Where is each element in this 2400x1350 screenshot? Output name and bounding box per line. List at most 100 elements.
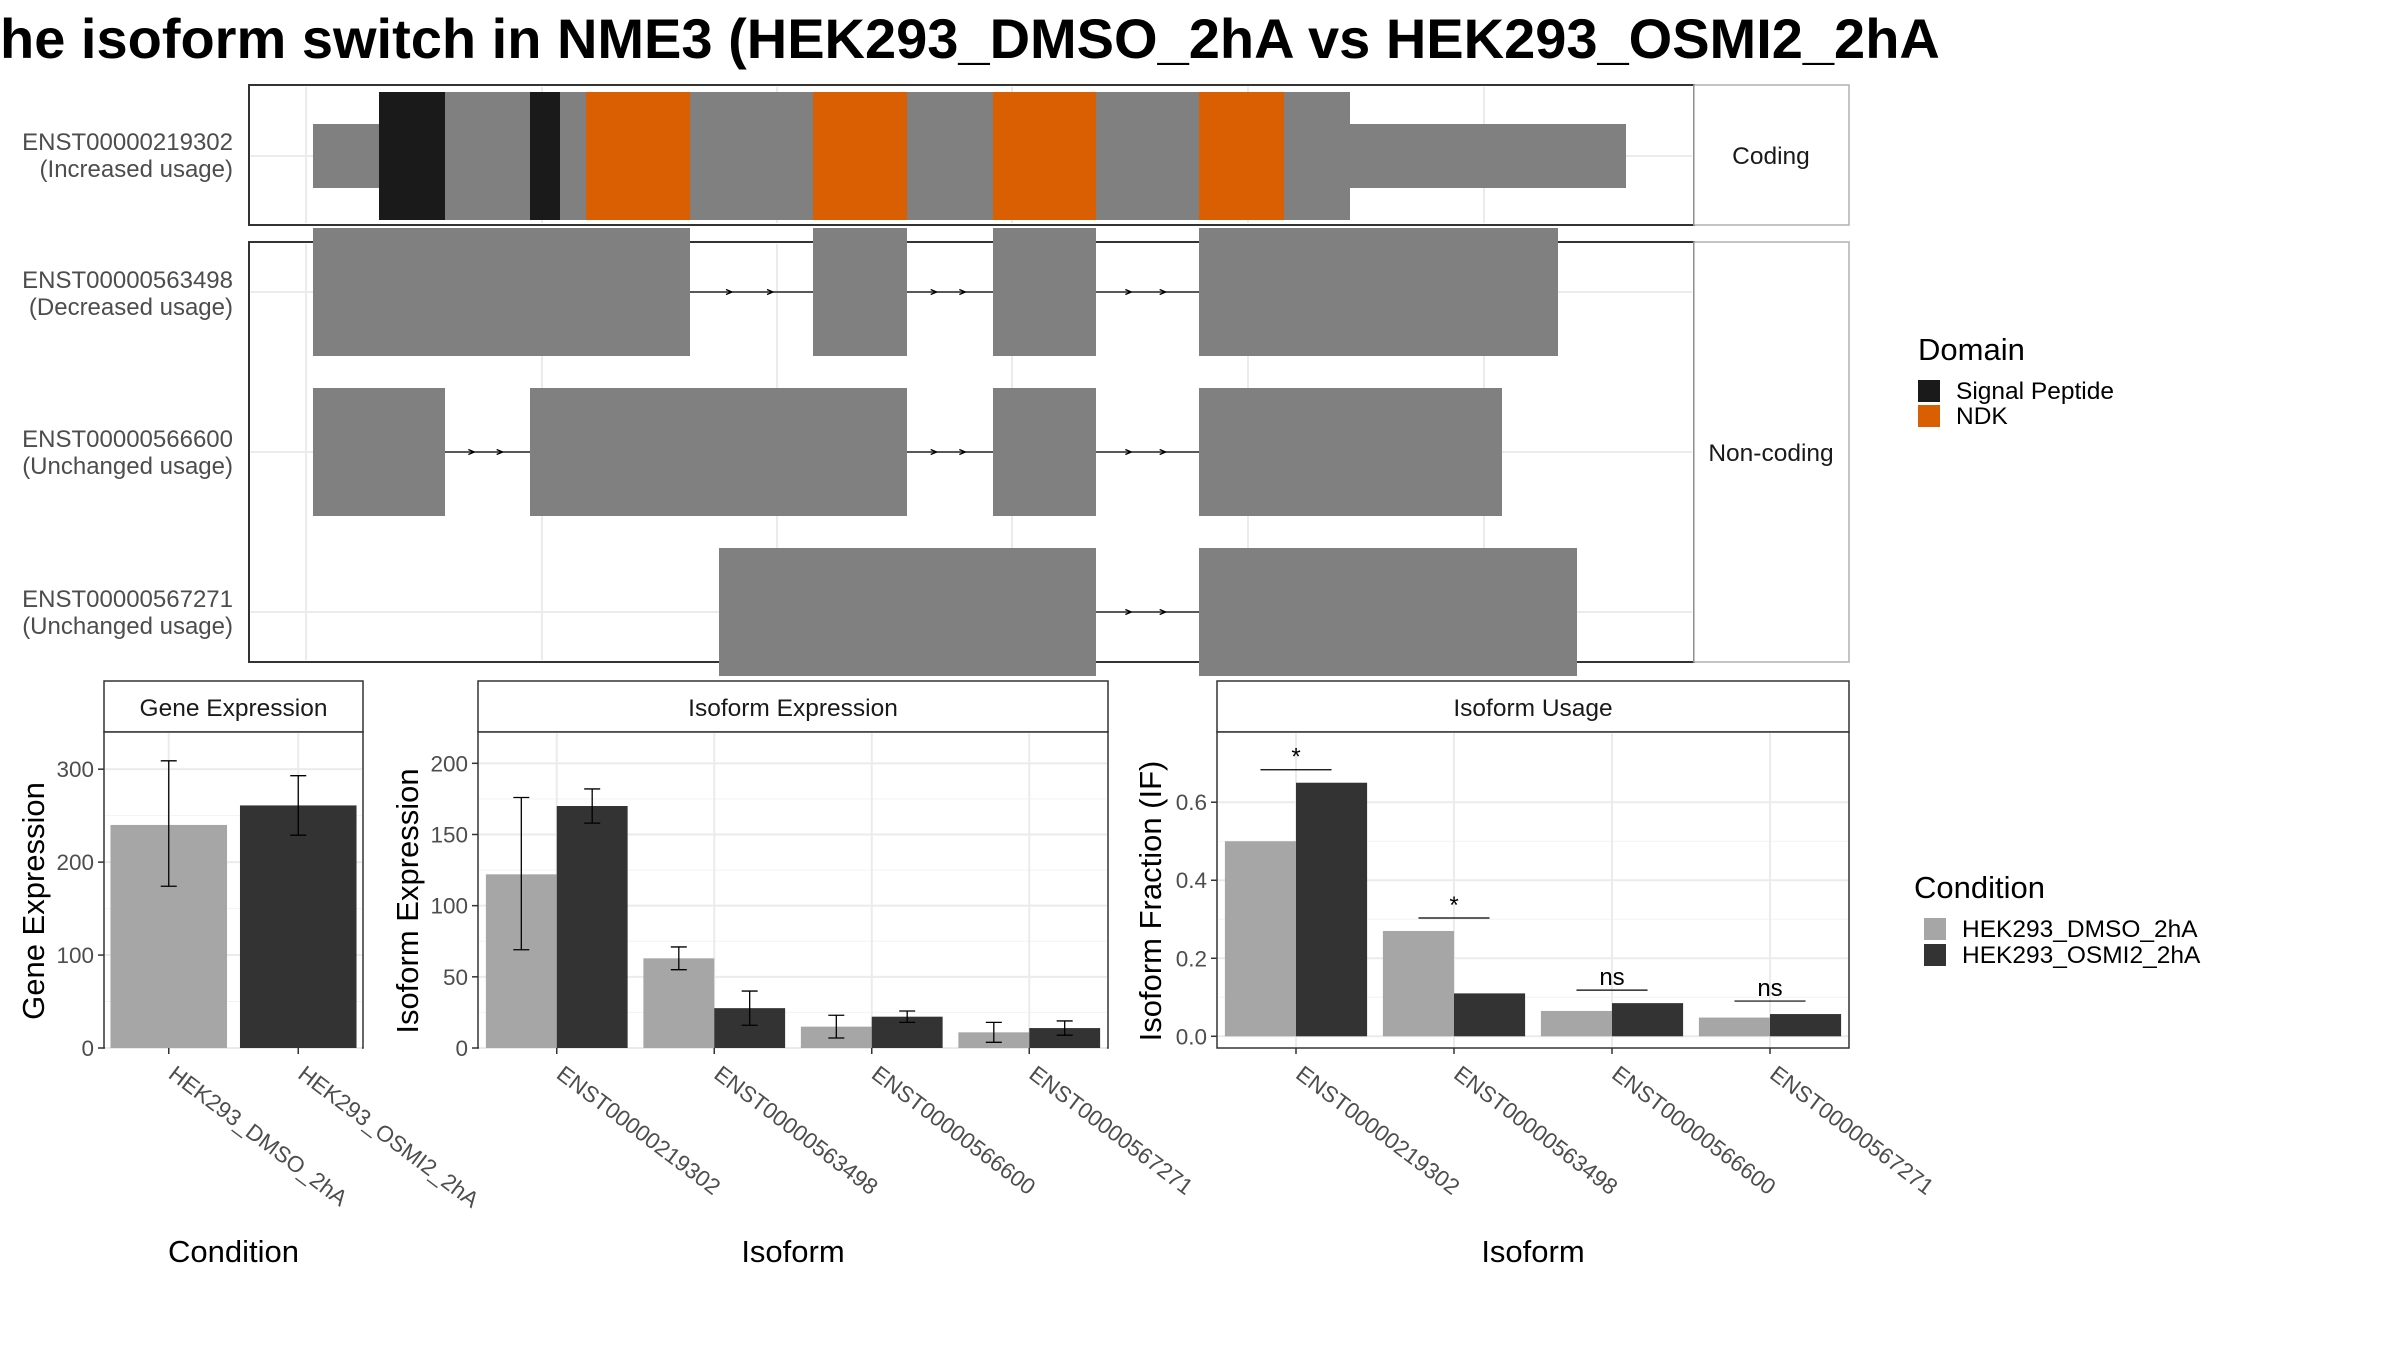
domain-legend-title: Domain [1918,332,2025,367]
bar [1540,1010,1612,1037]
bar [1612,1003,1684,1037]
y-tick-label: 200 [56,850,94,875]
expression-panels: Gene Expression0100200300HEK293_DMSO_2hA… [16,680,1938,1269]
gene-expression-y-axis-title: Gene Expression [16,782,51,1020]
x-tick-label: ENST00000219302 [552,1061,725,1200]
isoform-usage-panel-title: Isoform Usage [1453,695,1612,722]
exon-block [1199,548,1577,676]
isoform-usage-strip [1216,680,1850,733]
ndk-domain [586,92,690,220]
x-tick-label: ENST00000563498 [710,1061,883,1200]
bar [1296,782,1368,1037]
isoform-expression-panel-title: Isoform Expression [688,695,898,722]
condition-legend-title: Condition [1914,870,2045,905]
legend-label-signal-peptide: Signal Peptide [1956,378,2114,405]
exon-block [719,548,1096,676]
exon-block [1199,228,1558,356]
x-tick-label: ENST00000563498 [1449,1061,1622,1200]
exon-block [530,388,907,516]
intron-arrow [468,448,477,456]
x-tick-label: ENST00000566600 [1607,1061,1780,1200]
x-tick-label: ENST00000567271 [1025,1061,1198,1200]
condition-legend: Condition HEK293_DMSO_2hA HEK293_OSMI2_2… [1914,870,2201,969]
isoform-label-3-id: ENST00000566600 [22,426,233,453]
legend-swatch-dmso [1924,918,1946,940]
intron-arrow [1159,288,1168,296]
transcript-tracks [313,92,1626,676]
intron-arrow [766,288,775,296]
legend-label-osmi2: HEK293_OSMI2_2hA [1962,942,2201,969]
structure-noncoding-strip [1693,241,1850,663]
intron-arrow [1125,288,1134,296]
exon-block [993,388,1096,516]
isoform-usage-panel: Isoform Usage 0.0 0.2 0.4 0.6 * ENST0000021930… [1133,680,1938,1269]
intron-arrow [725,288,734,296]
intron-arrow [959,448,968,456]
significance-label: ns [1599,964,1624,991]
y-tick-label: 50 [443,965,468,990]
y-tick-label: 200 [430,751,468,776]
bar [1029,1028,1101,1048]
bar [643,958,715,1048]
structure-panel: Coding Non-coding ENST00000219302 (Incre… [22,84,1850,676]
legend-label-ndk: NDK [1956,403,2008,430]
exon-block [813,228,907,356]
y-tick-label: 0.4 [1176,868,1207,893]
isoform-label-1-usage: (Increased usage) [40,156,233,183]
significance-label: * [1449,892,1458,919]
intron-arrow [1159,448,1168,456]
legend-swatch-signal-peptide [1918,380,1940,402]
isoform-usage-y-axis-title: Isoform Fraction (IF) [1133,761,1168,1042]
legend-label-dmso: HEK293_DMSO_2hA [1962,916,2198,943]
figure-title: he isoform switch in NME3 (HEK293_DMSO_2… [0,7,1940,70]
facet-label-noncoding: Non-coding [1708,440,1833,467]
gene-expression-x-axis-title: Condition [168,1234,299,1269]
bar [1454,993,1526,1037]
significance-label: * [1291,744,1300,771]
domain-legend: Domain Signal Peptide NDK [1918,332,2114,430]
x-tick-label: ENST00000566600 [867,1061,1040,1200]
isoform-label-4-id: ENST00000567271 [22,586,233,613]
y-tick-label: 300 [56,757,94,782]
gene-expression-panel-title: Gene Expression [140,695,328,722]
exon-block [313,228,690,356]
y-tick-label: 150 [430,822,468,847]
ndk-domain [1199,92,1284,220]
exon-block [993,228,1096,356]
signal-peptide-domain [530,92,560,220]
isoform-expression-x-axis-title: Isoform [741,1234,844,1269]
ndk-domain [993,92,1096,220]
intron-arrow [1159,608,1168,616]
intron-arrow [496,448,505,456]
gene-expression-strip [103,680,364,733]
bar [1770,1014,1842,1037]
x-tick-label: ENST00000219302 [1291,1061,1464,1200]
y-tick-label: 0 [455,1036,468,1061]
isoform-label-2-id: ENST00000563498 [22,267,233,294]
exon-block [1199,388,1502,516]
isoform-expression-y-axis-title: Isoform Expression [390,768,425,1033]
isoform-expression-panel: Isoform Expression 0 50 100 150 200 ENST000002… [390,680,1198,1269]
legend-swatch-osmi2 [1924,944,1946,966]
isoform-label-4-usage: (Unchanged usage) [22,613,233,640]
isoform-label-2-usage: (Decreased usage) [29,294,233,321]
isoform-label-1-id: ENST00000219302 [22,129,233,156]
structure-coding-strip [1693,84,1850,226]
isoform-usage-x-axis-title: Isoform [1481,1234,1584,1269]
facet-label-coding: Coding [1732,143,1810,170]
significance-label: ns [1757,975,1782,1002]
intron-arrow [1125,608,1134,616]
legend-swatch-ndk [1918,405,1940,427]
bar [1698,1017,1770,1037]
intron-arrow [930,448,939,456]
exon-block [313,388,445,516]
y-tick-label: 0.0 [1176,1024,1207,1049]
y-tick-label: 0 [81,1036,94,1061]
intron-arrow [1125,448,1134,456]
y-tick-label: 0.6 [1176,790,1207,815]
ndk-domain [813,92,907,220]
bar [239,805,357,1048]
y-tick-label: 0.2 [1176,946,1207,971]
isoform-label-3-usage: (Unchanged usage) [22,453,233,480]
